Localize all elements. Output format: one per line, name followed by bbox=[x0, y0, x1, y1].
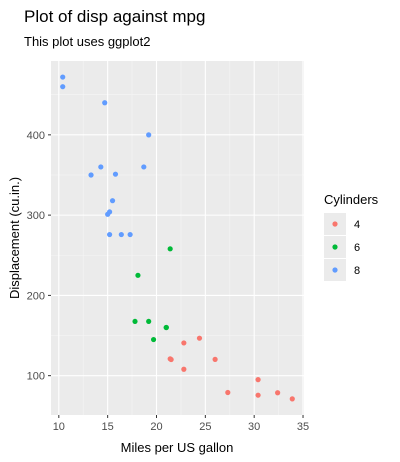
data-point-cyl-8 bbox=[60, 74, 66, 80]
y-tick-label: 200 bbox=[27, 290, 45, 302]
legend: 4 6 8 bbox=[324, 213, 360, 281]
x-tick-label: 25 bbox=[199, 421, 211, 433]
data-point-cyl-4 bbox=[255, 392, 261, 398]
data-point-cyl-4 bbox=[225, 389, 231, 396]
data-point-cyl-8 bbox=[102, 100, 108, 106]
legend-key-marker bbox=[332, 244, 338, 250]
data-point-cyl-6 bbox=[163, 324, 169, 331]
data-point-cyl-8 bbox=[105, 211, 111, 217]
data-point-cyl-6 bbox=[132, 318, 138, 325]
data-point-cyl-4 bbox=[167, 356, 173, 362]
x-axis-title: Miles per US gallon bbox=[121, 440, 234, 455]
grid-lines bbox=[51, 61, 304, 415]
data-point-cyl-8 bbox=[127, 231, 133, 238]
data-point-cyl-4 bbox=[181, 340, 187, 346]
data-point-cyl-4 bbox=[255, 377, 261, 383]
legend-title: Cylinders bbox=[324, 192, 379, 207]
x-tick-label: 30 bbox=[248, 421, 260, 433]
data-point-cyl-4 bbox=[196, 335, 203, 341]
data-point-cyl-4 bbox=[275, 390, 281, 396]
data-point-cyl-4 bbox=[181, 366, 187, 372]
data-point-cyl-8 bbox=[146, 132, 152, 138]
legend-key-marker bbox=[332, 221, 338, 227]
data-point-cyl-8 bbox=[98, 164, 104, 170]
x-axis-ticks: 10 15 20 25 30 35 bbox=[53, 415, 309, 433]
chart-subtitle: This plot uses ggplot2 bbox=[24, 34, 150, 49]
data-point-cyl-8 bbox=[118, 231, 124, 238]
data-point-cyl-8 bbox=[112, 171, 119, 177]
data-point-cyl-8 bbox=[60, 84, 66, 90]
data-point-cyl-6 bbox=[146, 318, 152, 325]
y-tick-label: 400 bbox=[27, 130, 45, 142]
y-axis-title: Displacement (cu.in.) bbox=[7, 177, 22, 299]
plot-panel bbox=[51, 61, 304, 415]
data-point-cyl-8 bbox=[109, 198, 116, 204]
x-tick-label: 10 bbox=[53, 421, 65, 433]
legend-label: 6 bbox=[354, 242, 360, 254]
legend-key-marker bbox=[332, 267, 338, 273]
data-points bbox=[60, 74, 295, 402]
legend-label: 8 bbox=[354, 265, 360, 277]
y-axis-ticks: 100 200 300 400 bbox=[27, 130, 51, 383]
data-point-cyl-4 bbox=[212, 356, 218, 362]
data-point-cyl-6 bbox=[167, 246, 173, 252]
data-point-cyl-6 bbox=[150, 336, 157, 343]
data-point-cyl-8 bbox=[88, 172, 94, 178]
data-point-cyl-4 bbox=[289, 396, 295, 402]
x-tick-label: 15 bbox=[102, 421, 114, 433]
chart-title: Plot of disp against mpg bbox=[24, 7, 205, 26]
y-tick-label: 100 bbox=[27, 371, 45, 383]
legend-label: 4 bbox=[354, 219, 360, 231]
y-tick-label: 300 bbox=[27, 210, 45, 222]
x-tick-label: 20 bbox=[150, 421, 162, 433]
data-point-cyl-8 bbox=[107, 231, 113, 238]
x-tick-label: 35 bbox=[297, 421, 309, 433]
data-point-cyl-8 bbox=[141, 164, 147, 170]
data-point-cyl-6 bbox=[135, 272, 141, 278]
